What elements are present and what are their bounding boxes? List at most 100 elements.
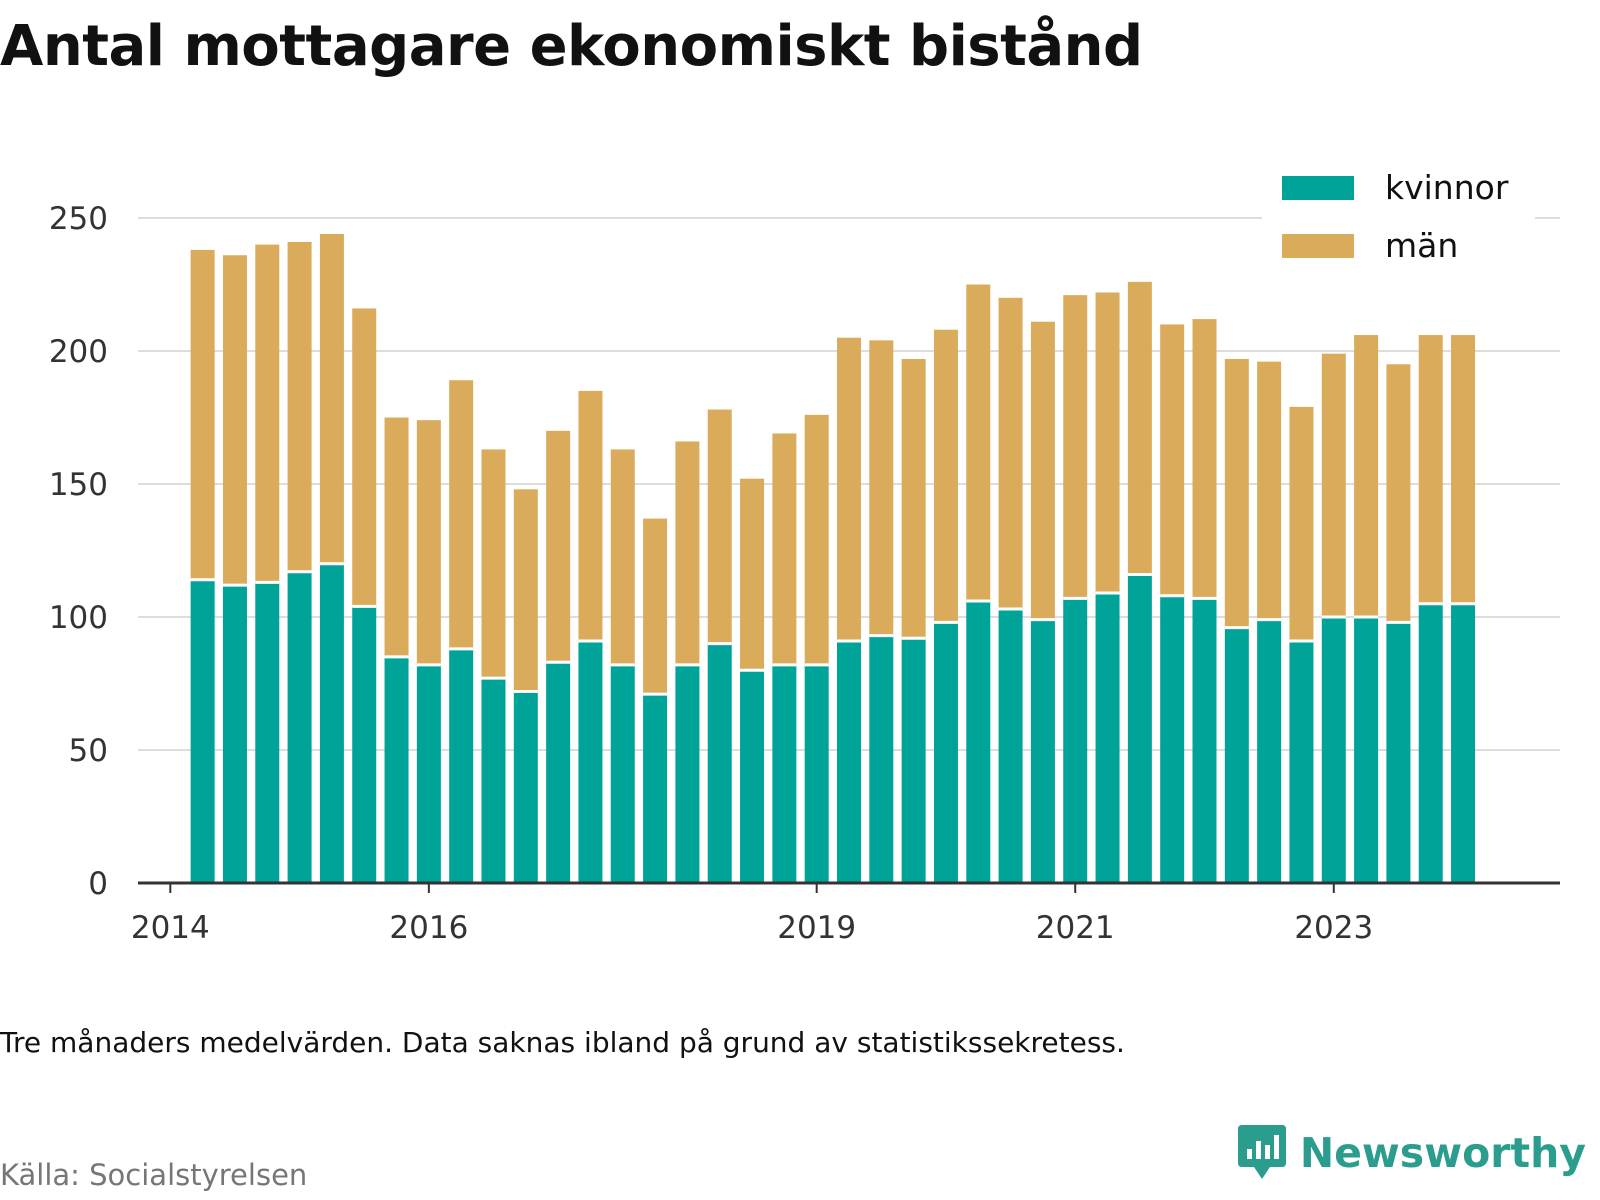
newsworthy-logo: Newsworthy [1236, 1122, 1586, 1184]
bar-kvinnor [901, 638, 926, 883]
newsworthy-logo-icon [1237, 1125, 1286, 1179]
bar-kvinnor [1257, 619, 1282, 883]
bar-man [804, 414, 829, 665]
bar-man [707, 409, 732, 644]
bar-man [998, 297, 1023, 610]
bar-kvinnor [1127, 574, 1152, 883]
bars [190, 233, 1476, 883]
bar-man [384, 417, 409, 657]
bar-man [1127, 281, 1152, 575]
bar-man [643, 518, 668, 695]
chart-title: Antal mottagare ekonomiskt bistånd [0, 14, 1143, 79]
bar-kvinnor [352, 606, 377, 883]
bar-man [1321, 353, 1346, 617]
bar-man [287, 241, 312, 572]
bar-kvinnor [610, 664, 635, 883]
bar-man [966, 284, 991, 602]
bar-man [901, 358, 926, 639]
newsworthy-logo-text: Newsworthy [1299, 1129, 1586, 1177]
legend-label: män [1385, 226, 1458, 265]
x-tick-label: 2019 [777, 910, 856, 946]
bar-kvinnor [740, 670, 765, 883]
bar-man [578, 390, 603, 641]
bar-man [1160, 324, 1185, 596]
bar-kvinnor [513, 691, 538, 883]
bar-kvinnor [643, 694, 668, 883]
x-tick-label: 2014 [131, 910, 210, 946]
legend-swatch-kvinnor [1282, 176, 1354, 200]
source-credit: Källa: Socialstyrelsen [0, 1158, 308, 1192]
bar-kvinnor [1095, 593, 1120, 883]
bar-man [255, 244, 280, 583]
bar-kvinnor [804, 664, 829, 883]
bar-kvinnor [675, 664, 700, 883]
bar-man [1030, 321, 1055, 620]
bar-kvinnor [1418, 603, 1443, 883]
bar-man [481, 449, 506, 679]
bar-man [319, 233, 344, 564]
bar-kvinnor [1192, 598, 1217, 883]
bar-kvinnor [222, 585, 247, 883]
bar-man [1192, 319, 1217, 599]
bar-man [740, 478, 765, 671]
y-tick-label: 50 [69, 733, 108, 769]
bar-man [933, 329, 958, 623]
bar-man [190, 249, 215, 580]
bar-man [675, 441, 700, 665]
bar-kvinnor [1224, 627, 1249, 883]
bar-kvinnor [319, 563, 344, 883]
y-tick-label: 0 [88, 866, 108, 902]
bar-kvinnor [384, 656, 409, 883]
bar-kvinnor [255, 582, 280, 883]
bar-kvinnor [1030, 619, 1055, 883]
bar-man [610, 449, 635, 665]
bar-man [416, 420, 441, 665]
x-tick-label: 2021 [1036, 910, 1115, 946]
bar-man [1418, 335, 1443, 604]
legend-swatch-man [1282, 234, 1354, 258]
legend-label: kvinnor [1385, 168, 1509, 207]
bar-man [1063, 295, 1088, 599]
y-tick-labels: 0 50 100 150 200 250 [49, 201, 108, 902]
bar-kvinnor [1386, 622, 1411, 883]
y-tick-label: 250 [49, 201, 108, 237]
bar-man [546, 430, 571, 663]
bar-kvinnor [933, 622, 958, 883]
bar-kvinnor [1354, 617, 1379, 883]
legend: kvinnor män [1262, 165, 1535, 277]
bar-man [1451, 335, 1476, 604]
bar-kvinnor [546, 662, 571, 883]
bar-kvinnor [578, 640, 603, 883]
bar-man [449, 380, 474, 649]
bar-man [1354, 335, 1379, 617]
y-tick-label: 150 [49, 467, 108, 503]
x-tick-labels: 2014 2016 2019 2021 2023 [131, 910, 1373, 946]
bar-kvinnor [449, 648, 474, 883]
bar-kvinnor [772, 664, 797, 883]
bar-man [513, 489, 538, 692]
bar-man [1386, 364, 1411, 623]
chart-note: Tre månaders medelvärden. Data saknas ib… [0, 1026, 1125, 1059]
bar-kvinnor [1063, 598, 1088, 883]
bar-man [222, 255, 247, 586]
bar-kvinnor [481, 678, 506, 883]
bar-man [869, 340, 894, 636]
bar-man [1289, 406, 1314, 641]
bar-kvinnor [869, 635, 894, 883]
bar-kvinnor [1321, 617, 1346, 883]
stacked-bar-chart: 0 50 100 150 200 250 2014 2016 2019 2021 2023 kvi… [49, 165, 1560, 946]
bar-kvinnor [190, 579, 215, 883]
bar-kvinnor [287, 571, 312, 883]
x-tick-label: 2016 [389, 910, 468, 946]
bar-kvinnor [1160, 595, 1185, 883]
bar-kvinnor [707, 643, 732, 883]
x-axis [138, 881, 1560, 893]
bar-man [1095, 292, 1120, 594]
bar-kvinnor [998, 609, 1023, 883]
bar-kvinnor [837, 640, 861, 883]
y-tick-label: 100 [49, 600, 108, 636]
bar-kvinnor [416, 664, 441, 883]
bar-man [772, 433, 797, 665]
bar-kvinnor [1451, 603, 1476, 883]
bar-man [837, 337, 861, 641]
